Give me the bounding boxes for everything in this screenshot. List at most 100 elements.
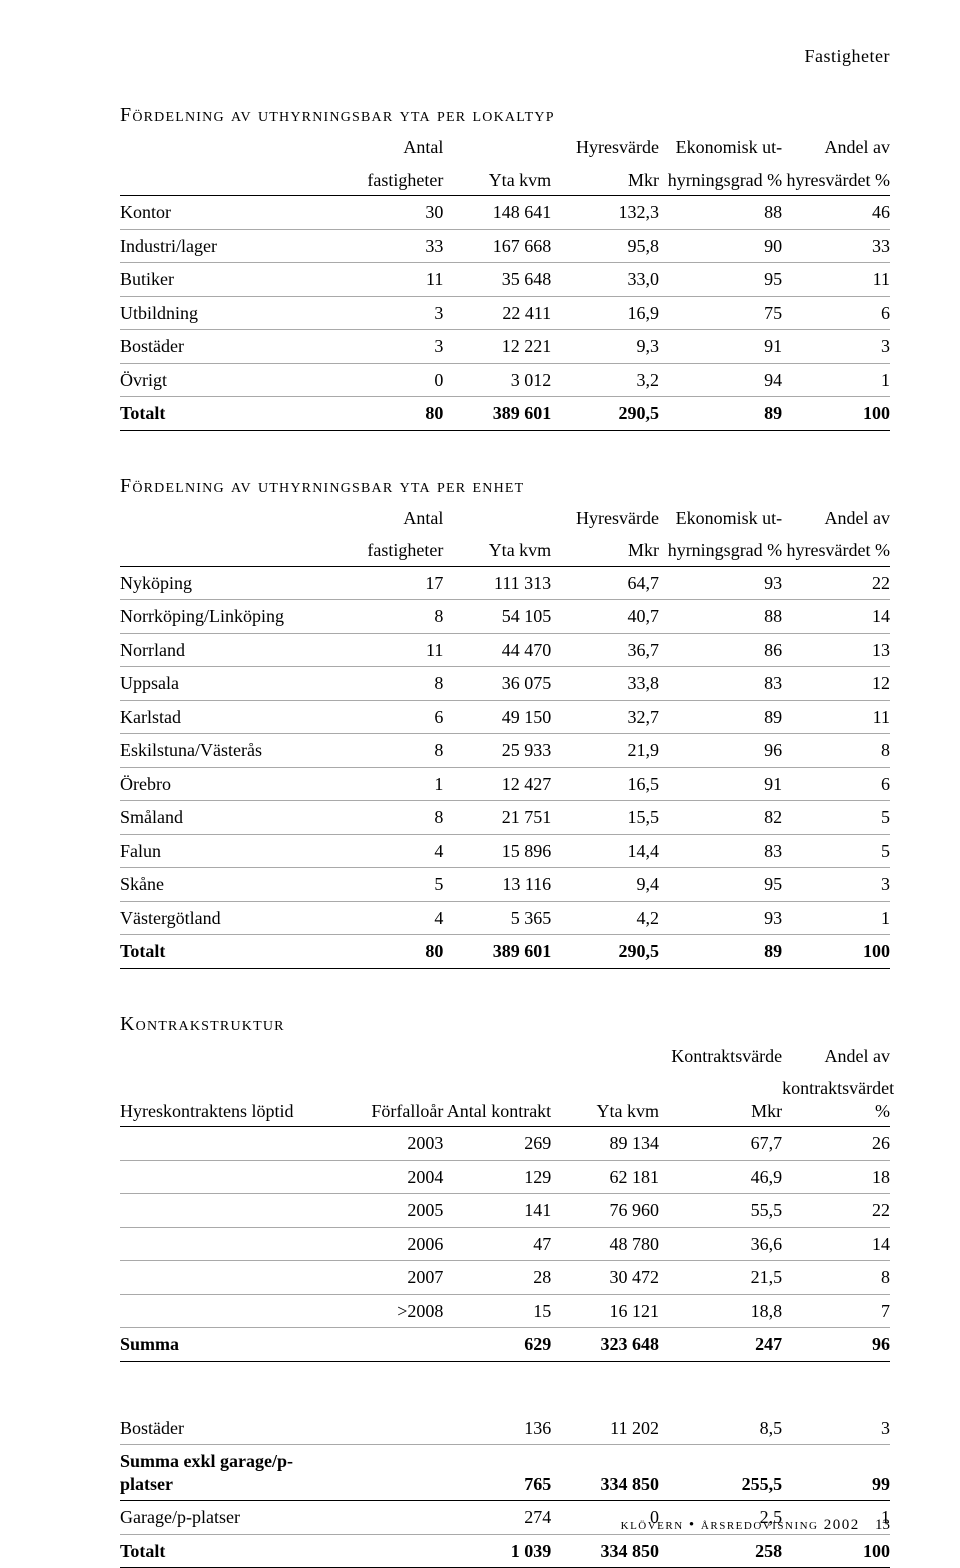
- table-row: Bostäder13611 2028,53: [120, 1412, 890, 1445]
- cell: 334 850: [551, 1445, 659, 1501]
- table-row: Uppsala836 07533,88312: [120, 667, 890, 701]
- cell: Bostäder: [120, 330, 336, 364]
- table-row: 20072830 47221,58: [120, 1261, 890, 1295]
- cell: Nyköping: [120, 566, 336, 600]
- cell: 95: [659, 263, 782, 297]
- cell: 35 648: [443, 263, 551, 297]
- page-root: Fastigheter Fördelning av uthyrningsbar …: [0, 0, 960, 1568]
- cell: Norrköping/Linköping: [120, 600, 336, 634]
- cell: 2007: [336, 1261, 444, 1295]
- cell: 86: [659, 633, 782, 667]
- cell: 95: [659, 868, 782, 902]
- cell: 3 012: [443, 363, 551, 397]
- cell: 18,8: [659, 1294, 782, 1328]
- th: Hyreskontraktens löptid: [120, 1072, 336, 1127]
- cell: 3: [782, 868, 890, 902]
- cell: 141: [443, 1194, 551, 1228]
- cell: 12 427: [443, 767, 551, 801]
- th: Mkr: [551, 534, 659, 566]
- th: Ekonomisk ut-: [659, 502, 782, 535]
- cell: 15: [443, 1294, 551, 1328]
- cell: 247: [659, 1328, 782, 1362]
- cell: 14: [782, 600, 890, 634]
- cell: 88: [659, 196, 782, 230]
- cell: 12: [782, 667, 890, 701]
- cell: 46,9: [659, 1160, 782, 1194]
- table-row: Skåne513 1169,4953: [120, 868, 890, 902]
- cell: [120, 1194, 336, 1228]
- table-row: Norrköping/Linköping854 10540,78814: [120, 600, 890, 634]
- table-row: Bostäder312 2219,3913: [120, 330, 890, 364]
- table2-title: Fördelning av uthyrningsbar yta per enhe…: [120, 475, 890, 498]
- cell: Karlstad: [120, 700, 336, 734]
- cell: 11: [782, 700, 890, 734]
- th: Antal kontrakt: [443, 1072, 551, 1127]
- table-row: Karlstad649 15032,78911: [120, 700, 890, 734]
- cell: 269: [443, 1127, 551, 1161]
- cell: 100: [782, 935, 890, 969]
- cell: Småland: [120, 801, 336, 835]
- cell: 323 648: [551, 1328, 659, 1362]
- th: Hyresvärde: [551, 131, 659, 164]
- table-row: 200326989 13467,726: [120, 1127, 890, 1161]
- table2-total: Totalt 80 389 601 290,5 89 100: [120, 935, 890, 969]
- table1-head: Antal Hyresvärde Ekonomisk ut- Andel av …: [120, 131, 890, 196]
- cell: Totalt: [120, 397, 336, 431]
- cell: 48 780: [551, 1227, 659, 1261]
- th: kontraktsvärdet %: [782, 1072, 890, 1127]
- cell: 255,5: [659, 1445, 782, 1501]
- cell: 21,5: [659, 1261, 782, 1295]
- cell: 76 960: [551, 1194, 659, 1228]
- cell: 100: [782, 1534, 890, 1568]
- cell: 1: [782, 363, 890, 397]
- cell: 167 668: [443, 229, 551, 263]
- cell: [120, 1227, 336, 1261]
- cell: 96: [659, 734, 782, 768]
- table3-body1: 200326989 13467,726200412962 18146,91820…: [120, 1127, 890, 1328]
- cell: 111 313: [443, 566, 551, 600]
- th: Yta kvm: [443, 534, 551, 566]
- cell: 100: [782, 397, 890, 431]
- cell: Kontor: [120, 196, 336, 230]
- th: fastigheter: [336, 534, 444, 566]
- table-row: >20081516 12118,87: [120, 1294, 890, 1328]
- cell: [120, 1261, 336, 1295]
- cell: 36,6: [659, 1227, 782, 1261]
- table-row: Butiker1135 64833,09511: [120, 263, 890, 297]
- cell: Norrland: [120, 633, 336, 667]
- th: Yta kvm: [443, 164, 551, 196]
- cell: 290,5: [551, 935, 659, 969]
- cell: >2008: [336, 1294, 444, 1328]
- table-row: Norrland1144 47036,78613: [120, 633, 890, 667]
- table-row: 200514176 96055,522: [120, 1194, 890, 1228]
- cell: 32,7: [551, 700, 659, 734]
- cell: 90: [659, 229, 782, 263]
- cell: 83: [659, 834, 782, 868]
- cell: 4: [336, 901, 444, 935]
- cell: 11: [336, 263, 444, 297]
- cell: 91: [659, 330, 782, 364]
- cell: 1: [336, 767, 444, 801]
- th: Kontraktsvärde: [659, 1040, 782, 1073]
- cell: Summa: [120, 1328, 336, 1362]
- cell: 17: [336, 566, 444, 600]
- cell: 258: [659, 1534, 782, 1568]
- cell: 1: [782, 901, 890, 935]
- cell: 36 075: [443, 667, 551, 701]
- cell: 16 121: [551, 1294, 659, 1328]
- cell: 15,5: [551, 801, 659, 835]
- cell: Falun: [120, 834, 336, 868]
- cell: 16,5: [551, 767, 659, 801]
- th: Antal: [336, 131, 444, 164]
- cell: 3: [782, 1412, 890, 1445]
- cell: 14: [782, 1227, 890, 1261]
- cell: 3: [782, 330, 890, 364]
- cell: 2003: [336, 1127, 444, 1161]
- table-row: Kontor30148 641132,38846: [120, 196, 890, 230]
- table-row: Örebro112 42716,5916: [120, 767, 890, 801]
- th: hyrningsgrad %: [659, 164, 782, 196]
- cell: [120, 1127, 336, 1161]
- th: Ekonomisk ut-: [659, 131, 782, 164]
- cell: 9,3: [551, 330, 659, 364]
- cell: 2005: [336, 1194, 444, 1228]
